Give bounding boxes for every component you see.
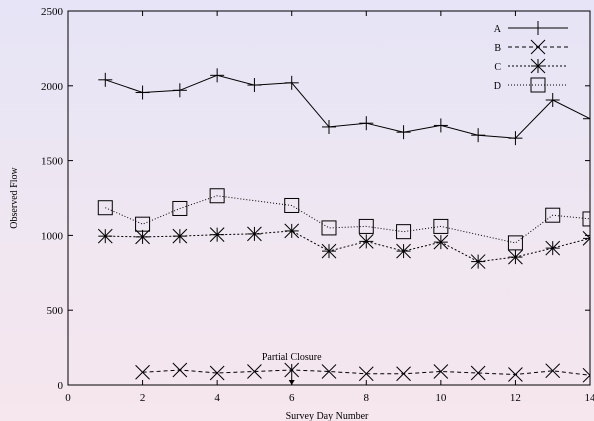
data-point-plus	[471, 128, 486, 143]
data-point-square	[172, 200, 188, 216]
data-point-plus	[531, 21, 545, 35]
data-point-asterisk	[135, 229, 150, 245]
data-point-square	[545, 207, 561, 223]
data-point-plus	[172, 83, 187, 98]
axes: 0 2 4 6 8 10 12 14 0 500 1000 1500 2000 2500	[41, 6, 594, 404]
data-point-plus	[433, 118, 448, 133]
data-point-plus	[396, 125, 411, 140]
data-point-cross	[470, 365, 486, 381]
data-point-square	[530, 77, 546, 93]
x-tick-label: 6	[289, 392, 295, 404]
data-point-asterisk	[508, 249, 523, 265]
data-point-plus	[135, 85, 150, 100]
series-line-B	[142, 369, 590, 376]
data-point-asterisk	[209, 227, 225, 243]
legend-item-C: C	[494, 58, 568, 74]
x-tick-label: 4	[214, 392, 220, 404]
data-point-plus	[545, 93, 560, 108]
series-B	[135, 362, 590, 383]
x-tick-label: 0	[65, 392, 71, 404]
series-A	[98, 68, 590, 146]
series-layer	[97, 68, 590, 383]
legend-label: C	[494, 62, 501, 73]
y-tick-label: 1500	[41, 156, 64, 168]
data-point-plus	[359, 116, 374, 131]
data-point-square	[209, 188, 225, 204]
data-point-asterisk	[396, 243, 411, 259]
x-tick-label: 12	[510, 392, 521, 404]
data-point-asterisk	[582, 231, 590, 246]
x-tick-label: 2	[140, 392, 146, 404]
data-point-plus	[247, 78, 262, 93]
data-point-cross	[396, 366, 411, 382]
data-point-plus	[284, 75, 299, 90]
data-point-cross	[247, 364, 262, 379]
data-point-asterisk	[358, 234, 374, 249]
data-point-cross	[135, 364, 150, 380]
data-point-square	[582, 211, 590, 227]
x-tick-label: 14	[585, 392, 594, 404]
data-point-square	[135, 216, 151, 232]
data-point-asterisk	[433, 234, 449, 250]
data-point-cross	[433, 364, 449, 379]
data-point-square	[321, 220, 337, 236]
data-point-cross	[582, 367, 590, 383]
annotation-arrowhead	[288, 380, 295, 385]
annotations: Partial Closure	[262, 352, 322, 385]
data-point-plus	[322, 119, 336, 134]
legend-item-A: A	[494, 21, 568, 35]
x-tick-label: 10	[435, 392, 447, 404]
y-tick-label: 1000	[41, 230, 64, 242]
y-tick-label: 2500	[41, 6, 64, 18]
data-point-plus	[98, 72, 113, 87]
data-point-asterisk	[247, 226, 262, 242]
data-point-asterisk	[284, 223, 300, 239]
legend-label: B	[494, 43, 501, 54]
data-point-asterisk	[545, 240, 561, 256]
legend-item-B: B	[494, 39, 568, 55]
y-tick-label: 0	[58, 380, 64, 392]
x-tick-label: 8	[364, 392, 370, 404]
data-point-plus	[210, 68, 225, 83]
data-point-cross	[321, 364, 337, 379]
x-axis-title: Survey Day Number	[286, 411, 369, 421]
series-D	[97, 188, 590, 251]
legend-label: A	[494, 24, 502, 35]
data-point-square	[284, 197, 300, 213]
data-point-square	[507, 235, 523, 251]
legend-item-D: D	[494, 77, 568, 93]
plot-frame	[67, 10, 591, 386]
data-point-cross	[358, 366, 374, 382]
data-point-asterisk	[530, 58, 546, 74]
data-point-plus	[508, 131, 523, 146]
data-point-cross	[545, 363, 561, 379]
data-point-square	[358, 218, 374, 234]
data-point-cross	[209, 365, 225, 381]
data-point-asterisk	[321, 243, 337, 259]
data-point-asterisk	[470, 254, 486, 269]
data-point-asterisk	[97, 228, 113, 244]
data-point-plus	[583, 111, 590, 126]
data-point-square	[396, 224, 412, 240]
y-tick-label: 2000	[41, 81, 64, 93]
data-point-square	[97, 200, 113, 216]
y-axis-title: Observed Flow	[9, 167, 20, 229]
data-point-asterisk	[172, 228, 188, 244]
data-point-square	[433, 218, 449, 234]
y-tick-label: 500	[47, 305, 64, 317]
data-point-cross	[172, 362, 188, 378]
data-point-cross	[508, 367, 523, 382]
legend-label: D	[494, 81, 501, 92]
annotation-label: Partial Closure	[262, 352, 322, 363]
series-C	[97, 223, 590, 269]
data-point-cross	[530, 39, 546, 55]
